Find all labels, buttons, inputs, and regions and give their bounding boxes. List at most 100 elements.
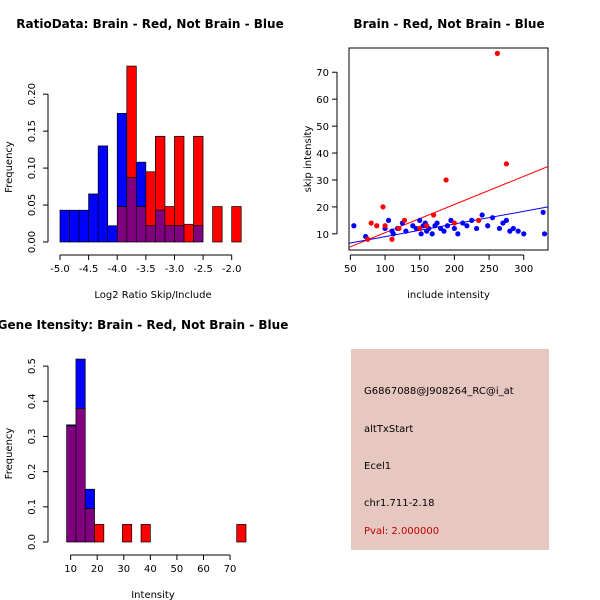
histogram-bar-overlap	[135, 206, 147, 243]
x-axis-label: Intensity	[131, 590, 175, 600]
histogram-bar-overlap	[174, 225, 185, 243]
histogram-bar-red	[126, 65, 137, 179]
chart-title-3: Gene Itensity: Brain - Red, Not Brain - …	[0, 318, 288, 332]
histogram-bar-blue	[88, 193, 99, 243]
y-tick-label: 0.15	[27, 120, 38, 142]
scatter-point-red	[401, 217, 408, 223]
scatter-point-blue	[496, 225, 503, 232]
scatter-point-blue	[540, 209, 546, 215]
x-tick-label: -3.0	[165, 264, 185, 275]
x-tick-label: 150	[410, 264, 429, 275]
histogram-bar-red	[212, 206, 223, 243]
histogram-bar-blue	[59, 209, 70, 243]
x-tick-label: -4.5	[79, 264, 99, 275]
x-tick-label: 50	[344, 264, 357, 275]
scatter-point-blue	[451, 225, 457, 232]
scatter-point-red	[380, 204, 386, 210]
y-axis-label: Frequency	[4, 428, 15, 480]
genomic-location: chr1.711-2.18	[364, 498, 435, 509]
y-tick-label: 60	[316, 95, 329, 106]
y-tick-label: 0.05	[27, 194, 38, 216]
histogram-bar-red	[193, 135, 204, 227]
y-tick-label: 70	[316, 68, 329, 79]
histogram-bar-blue	[69, 209, 80, 243]
histogram-bar-red	[183, 223, 194, 243]
scatter-point-blue	[515, 228, 521, 234]
pval-label: Pval: 2.000000	[364, 526, 440, 537]
x-tick-label: 200	[445, 264, 464, 275]
scatter-point-blue	[441, 228, 447, 234]
histogram-bar-blue	[75, 358, 86, 409]
x-tick-label: 60	[197, 564, 210, 575]
histogram-bar-red	[236, 524, 247, 543]
scatter-point-red	[374, 223, 380, 229]
y-axis-label: skip intensity	[303, 126, 314, 193]
scatter-point-red	[494, 50, 500, 56]
chart-title-2: Brain - Red, Not Brain - Blue	[353, 17, 544, 31]
scatter-point-blue	[390, 231, 396, 237]
histogram-bar-blue	[107, 225, 118, 243]
x-tick-label: 20	[91, 564, 104, 575]
histogram-bar-overlap	[75, 407, 86, 543]
x-axis-label: Log2 Ratio Skip/Include	[94, 290, 211, 301]
x-tick-label: 50	[171, 564, 184, 575]
scatter-point-blue	[485, 223, 491, 229]
x-tick-label: 70	[224, 564, 237, 575]
scatter-point-red	[368, 220, 374, 226]
event-type: altTxStart	[364, 424, 414, 435]
x-tick-label: 40	[144, 564, 157, 575]
histogram-bar-blue	[78, 209, 89, 243]
scatter-point-red	[389, 236, 395, 242]
histogram-bar-overlap	[164, 225, 175, 243]
x-tick-label: 300	[514, 264, 533, 275]
y-tick-label: 0.3	[27, 429, 38, 445]
plot-box	[348, 47, 549, 251]
scatter-point-blue	[510, 225, 516, 232]
scatter-point-red	[365, 236, 371, 242]
histogram-bar-overlap	[145, 225, 156, 243]
histogram-bar-overlap	[126, 177, 137, 243]
scatter-point-blue	[351, 223, 357, 229]
info-panel: G6867088@J908264_RC@i_at altTxStart Ecel…	[351, 349, 549, 550]
histogram-bar-red	[164, 206, 175, 227]
y-tick-label: 0.20	[27, 83, 38, 105]
scatter-point-red	[417, 225, 423, 232]
y-tick-label: 0.1	[27, 499, 38, 515]
histogram-bar-overlap	[155, 209, 166, 243]
y-tick-label: 40	[316, 149, 329, 160]
x-tick-label: -3.5	[136, 264, 156, 275]
x-tick-label: 10	[64, 564, 77, 575]
y-axis-label: Frequency	[4, 141, 15, 193]
histogram-bar-red	[122, 524, 133, 543]
scatter-point-red	[382, 223, 388, 229]
scatter-point-red	[443, 177, 449, 183]
y-tick-label: 0.4	[27, 393, 38, 409]
histogram-bar-blue	[116, 113, 128, 207]
scatter-point-blue	[429, 231, 435, 237]
x-tick-label: 30	[117, 564, 130, 575]
y-tick-label: 10	[316, 230, 329, 241]
scatter-point-blue	[444, 223, 451, 229]
histogram-bar-red	[155, 135, 166, 211]
scatter-point-red	[396, 225, 402, 232]
x-tick-label: -2.5	[193, 264, 213, 275]
chart-title-1: RatioData: Brain - Red, Not Brain - Blue	[16, 17, 283, 31]
scatter-point-red	[476, 217, 482, 223]
fit-line-red	[348, 166, 549, 248]
histogram-bar-red	[94, 524, 105, 543]
histogram-bar-red	[145, 171, 156, 227]
scatter-point-blue	[489, 215, 496, 221]
histogram-bar-overlap	[193, 225, 204, 243]
scatter-point-red	[424, 223, 430, 229]
scatter-point-blue	[434, 220, 440, 226]
x-axis-label: include intensity	[407, 290, 490, 301]
y-tick-label: 0.0	[27, 534, 38, 550]
histogram-bar-blue	[84, 488, 95, 509]
scatter-point-red	[430, 212, 437, 218]
x-tick-label: 250	[480, 264, 499, 275]
scatter-point-blue	[460, 220, 466, 226]
histogram-bar-overlap	[66, 425, 77, 543]
y-tick-label: 0.5	[27, 358, 38, 374]
scatter-point-blue	[418, 231, 424, 237]
